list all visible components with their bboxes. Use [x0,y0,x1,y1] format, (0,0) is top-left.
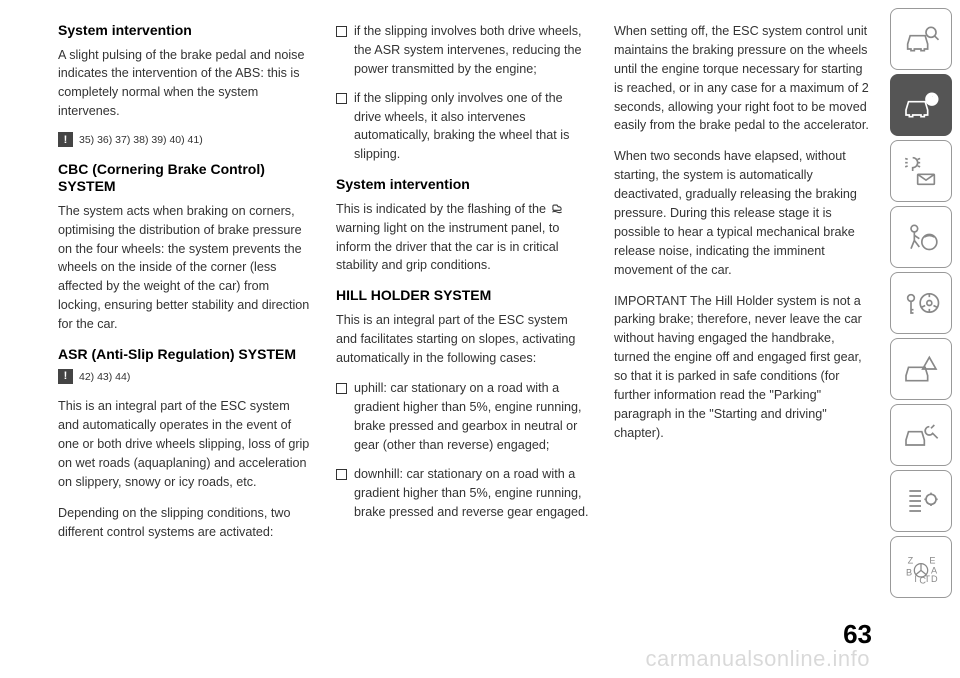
tab-safety[interactable] [890,206,952,268]
ref-numbers-2: 42) 43) 44) [79,370,130,386]
tab-lights-messages[interactable] [890,140,952,202]
list-item: downhill: car stationary on a road with … [336,465,592,522]
svg-text:i: i [930,93,933,106]
heading-cbc: CBC (Cornering Brake Control) SYSTEM [58,161,314,196]
hill-holder-list: uphill: car stationary on a road with a … [336,379,592,521]
list-item: if the slipping involves both drive whee… [336,22,592,79]
para-important: IMPORTANT The Hill Holder system is not … [614,292,870,443]
car-skid-icon [550,201,564,215]
section-tabs-sidebar: i [890,0,960,678]
svg-text:D: D [931,574,938,584]
para-esc-setting-off: When setting off, the ESC system control… [614,22,870,135]
para-abs: A slight pulsing of the brake pedal and … [58,46,314,122]
text-fragment: warning light on the instrument panel, t… [336,221,559,273]
para-two-seconds: When two seconds have elapsed, without s… [614,147,870,279]
svg-text:B: B [906,567,912,577]
watermark-text: carmanualsonline.info [645,646,870,672]
content-columns: System intervention A slight pulsing of … [0,0,890,678]
heading-system-intervention-2: System intervention [336,176,592,194]
manual-page: System intervention A slight pulsing of … [0,0,960,678]
svg-text:Z: Z [908,556,914,566]
column-3: When setting off, the ESC system control… [614,22,870,678]
warning-ref-1: ! 35) 36) 37) 38) 39) 40) 41) [58,133,314,149]
tab-tech-data[interactable] [890,470,952,532]
tab-index[interactable]: Z E B A I C T D [890,536,952,598]
heading-system-intervention: System intervention [58,22,314,40]
list-item: uphill: car stationary on a road with a … [336,379,592,455]
list-item: if the slipping only involves one of the… [336,89,592,165]
para-warning-light: This is indicated by the flashing of the… [336,200,592,276]
heading-hill-holder: HILL HOLDER SYSTEM [336,287,592,305]
warning-ref-2: ! 42) 43) 44) [58,370,314,386]
tab-maintenance[interactable] [890,404,952,466]
heading-asr: ASR (Anti-Slip Regulation) SYSTEM [58,346,314,364]
tab-emergency[interactable] [890,338,952,400]
column-1: System intervention A slight pulsing of … [58,22,314,678]
para-cbc: The system acts when braking on corners,… [58,202,314,334]
para-asr-1: This is an integral part of the ESC syst… [58,397,314,491]
svg-text:E: E [929,556,935,566]
asr-slip-list: if the slipping involves both drive whee… [336,22,592,164]
ref-numbers-1: 35) 36) 37) 38) 39) 40) 41) [79,133,203,149]
tab-car-search[interactable] [890,8,952,70]
tab-keys-controls[interactable] [890,272,952,334]
tab-car-info[interactable]: i [890,74,952,136]
column-2: if the slipping involves both drive whee… [336,22,592,678]
para-asr-2: Depending on the slipping conditions, tw… [58,504,314,542]
para-hill-holder: This is an integral part of the ESC syst… [336,311,592,368]
warning-icon: ! [58,369,73,384]
text-fragment: This is indicated by the flashing of the [336,202,550,216]
warning-icon: ! [58,132,73,147]
